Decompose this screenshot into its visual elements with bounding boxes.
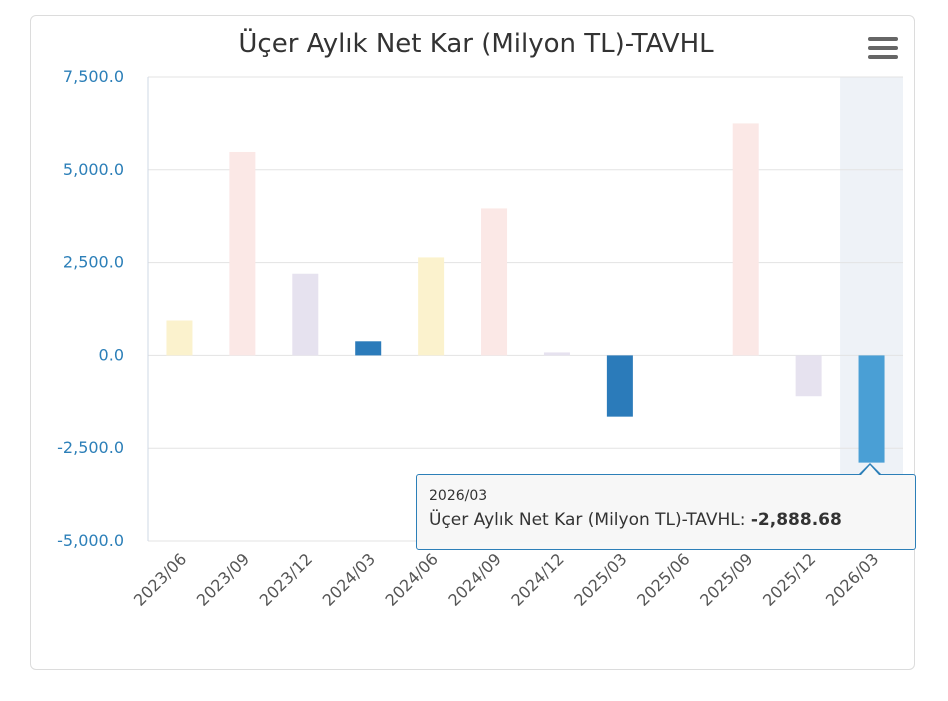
y-tick-label: -2,500.0	[57, 438, 124, 457]
chart-tooltip: 2026/03 Üçer Aylık Net Kar (Milyon TL)-T…	[416, 474, 916, 550]
bar-2023-06	[166, 320, 193, 356]
chart-title: Üçer Aylık Net Kar (Milyon TL)-TAVHL	[238, 27, 714, 59]
bar-2023-09	[229, 151, 256, 356]
x-tick-label: 2024/09	[444, 549, 504, 609]
x-tick-label: 2024/12	[507, 549, 567, 609]
y-tick-label: -5,000.0	[57, 531, 124, 550]
x-tick-label: 2026/03	[822, 549, 882, 609]
hamburger-menu-icon-bar[interactable]	[868, 46, 898, 50]
hamburger-menu-icon-bar[interactable]	[868, 55, 898, 59]
x-tick-label: 2025/09	[696, 549, 756, 609]
bar-2025-12	[795, 355, 822, 397]
tooltip-series-label: Üçer Aylık Net Kar (Milyon TL)-TAVHL:	[429, 510, 751, 530]
x-tick-label: 2023/12	[256, 549, 316, 609]
x-tick-label: 2023/09	[193, 549, 253, 609]
x-tick-label: 2025/12	[759, 549, 819, 609]
tooltip-category: 2026/03	[429, 488, 488, 504]
y-tick-label: 0.0	[99, 345, 124, 364]
hamburger-menu-icon[interactable]	[868, 37, 898, 41]
x-tick-label: 2025/06	[633, 549, 693, 609]
bar-2025-09	[732, 123, 759, 356]
bar-2023-12	[292, 273, 319, 356]
x-tick-label: 2024/06	[382, 549, 442, 609]
bar-2024-06	[418, 257, 445, 356]
y-tick-label: 7,500.0	[63, 67, 124, 86]
bar-2024-09	[481, 208, 508, 356]
bar-2025-03	[606, 355, 633, 417]
bar-2024-03	[355, 341, 382, 356]
bar-2024-12	[543, 352, 570, 356]
x-tick-label: 2024/03	[319, 549, 379, 609]
x-tick-label: 2025/03	[570, 549, 630, 609]
chart-menu-button[interactable]	[868, 37, 898, 63]
tooltip-value: -2,888.68	[750, 510, 842, 530]
x-tick-label: 2023/06	[130, 549, 190, 609]
tooltip-body: Üçer Aylık Net Kar (Milyon TL)-TAVHL: -2…	[429, 510, 915, 530]
bar-2026-03[interactable]	[858, 355, 885, 463]
y-tick-label: 5,000.0	[63, 160, 124, 179]
y-tick-label: 2,500.0	[63, 253, 124, 272]
tooltip-arrow-fill	[861, 465, 879, 475]
